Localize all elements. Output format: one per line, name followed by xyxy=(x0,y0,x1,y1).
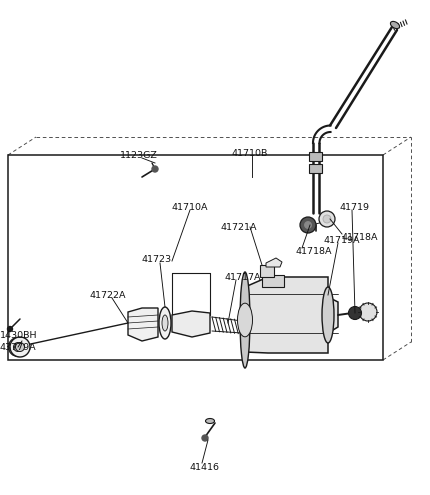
Text: 41718A: 41718A xyxy=(296,247,332,255)
Bar xyxy=(309,164,322,173)
Circle shape xyxy=(152,166,158,172)
Polygon shape xyxy=(128,308,158,341)
Text: 41723: 41723 xyxy=(142,255,172,264)
Circle shape xyxy=(304,221,311,229)
Ellipse shape xyxy=(390,21,399,29)
Ellipse shape xyxy=(162,315,168,331)
Text: 41722A: 41722A xyxy=(90,291,126,299)
Text: 1123GZ: 1123GZ xyxy=(120,150,158,159)
Circle shape xyxy=(300,217,316,233)
Text: 43779A: 43779A xyxy=(0,343,37,351)
Circle shape xyxy=(359,303,377,321)
Ellipse shape xyxy=(206,418,215,424)
Bar xyxy=(260,265,274,277)
Circle shape xyxy=(13,343,22,351)
Text: 41719A: 41719A xyxy=(324,236,360,245)
Text: 41721A: 41721A xyxy=(220,222,257,232)
Text: 41710B: 41710B xyxy=(232,148,268,157)
Ellipse shape xyxy=(159,307,171,339)
Text: 41718A: 41718A xyxy=(342,233,378,242)
Text: 41416: 41416 xyxy=(190,462,220,472)
Bar xyxy=(262,275,284,287)
Ellipse shape xyxy=(240,272,250,368)
Circle shape xyxy=(202,435,208,441)
Text: 1430BH: 1430BH xyxy=(0,331,37,340)
Polygon shape xyxy=(245,277,338,353)
Bar xyxy=(8,155,383,360)
Circle shape xyxy=(323,215,331,223)
Bar xyxy=(309,152,322,161)
Circle shape xyxy=(348,306,362,319)
Text: 41710A: 41710A xyxy=(172,202,209,211)
Circle shape xyxy=(15,343,25,351)
Text: 41717A: 41717A xyxy=(224,273,261,282)
Circle shape xyxy=(9,338,28,356)
Circle shape xyxy=(319,211,335,227)
Text: 41719: 41719 xyxy=(340,202,370,211)
Polygon shape xyxy=(266,258,282,267)
Polygon shape xyxy=(172,311,210,337)
Circle shape xyxy=(10,337,30,357)
Ellipse shape xyxy=(237,303,252,337)
Circle shape xyxy=(7,327,12,332)
Ellipse shape xyxy=(322,287,334,343)
